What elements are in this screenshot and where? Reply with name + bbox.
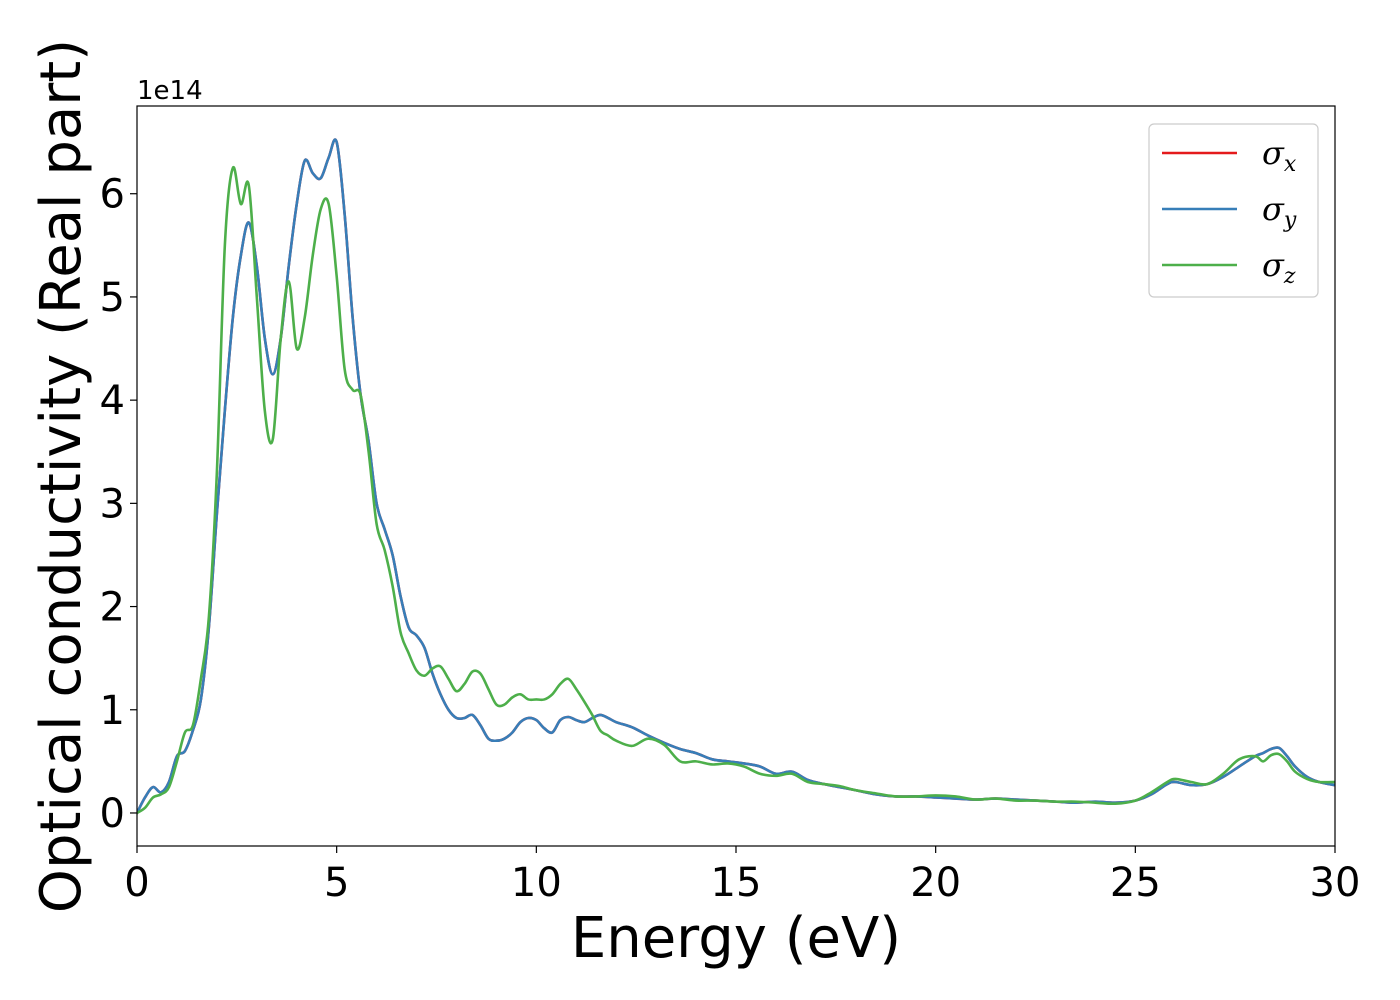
legend-entry-y: σy [1162, 190, 1297, 233]
x-axis: 0 5 10 15 20 25 30 [124, 846, 1360, 906]
legend-label: σy [1262, 190, 1297, 233]
y-tick-label: 2 [100, 585, 125, 631]
series-layer [137, 138, 1335, 815]
legend-label: σz [1262, 246, 1296, 289]
y-axis: 0 1 2 3 4 5 6 [100, 172, 137, 837]
y-offset-text: 1e14 [137, 76, 203, 106]
legend-box [1148, 123, 1319, 298]
y-tick-label: 1 [100, 688, 125, 734]
x-tick-label: 5 [324, 860, 349, 906]
x-tick-label: 15 [711, 860, 762, 906]
legend-label: σx [1262, 134, 1297, 177]
y-tick-label: 6 [100, 172, 125, 218]
x-axis-title: Energy (eV) [571, 906, 901, 971]
x-tick-label: 10 [511, 860, 562, 906]
legend: σx σy σz [1148, 123, 1319, 298]
y-axis-title: Optical conductivity (Real part) [29, 39, 94, 913]
x-tick-label: 0 [124, 860, 149, 906]
y-tick-label: 0 [100, 791, 125, 837]
y-tick-label: 3 [100, 481, 125, 527]
x-tick-label: 25 [1110, 860, 1161, 906]
y-tick-label: 4 [100, 378, 125, 424]
series-line-z [137, 166, 1335, 815]
x-tick-label: 30 [1310, 860, 1361, 906]
legend-entry-x: σx [1162, 134, 1297, 177]
x-tick-label: 20 [910, 860, 961, 906]
legend-entry-z: σz [1162, 246, 1296, 289]
y-tick-label: 5 [100, 275, 125, 321]
